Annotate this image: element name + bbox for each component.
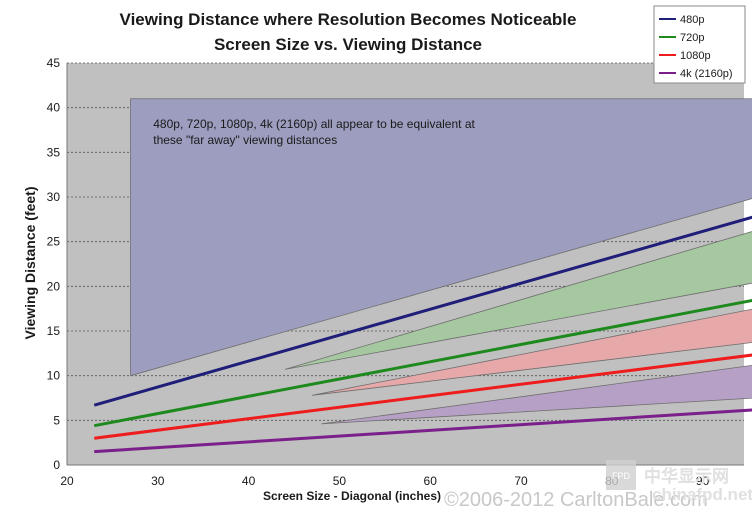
chart-title: Viewing Distance where Resolution Become…: [120, 10, 577, 29]
series-line-0: [93, 215, 752, 407]
y-tick-40: 40: [47, 101, 61, 115]
x-tick-60: 60: [424, 474, 438, 488]
y-axis-label: Viewing Distance (feet): [22, 186, 38, 339]
series-lines: [93, 215, 752, 454]
y-tick-10: 10: [47, 369, 61, 383]
x-axis-label: Screen Size - Diagonal (inches): [263, 489, 441, 503]
x-tick-70: 70: [514, 474, 528, 488]
y-tick-25: 25: [47, 235, 61, 249]
legend-label-1: 720p: [680, 32, 704, 44]
legend-label-3: 4k (2160p): [680, 68, 733, 80]
region-1: [284, 231, 752, 370]
legend-label-0: 480p: [680, 14, 704, 26]
y-tick-15: 15: [47, 324, 61, 338]
legend-label-2: 1080p: [680, 50, 711, 62]
region-3: [321, 364, 752, 425]
watermark-badge: [606, 460, 636, 490]
annotation-0-line-0: 480p, 720p, 1080p, 4k (2160p) all appear…: [153, 117, 475, 131]
y-tick-20: 20: [47, 279, 61, 293]
y-tick-0: 0: [53, 458, 60, 472]
watermark-site-url: chinafpd.net: [652, 485, 752, 504]
y-tick-5: 5: [53, 413, 60, 427]
y-tick-labels: 0 5 10 15 20 25 30 35 40 45: [47, 56, 61, 472]
annotation-0: 480p, 720p, 1080p, 4k (2160p) all appear…: [153, 117, 475, 147]
region-2: [312, 308, 752, 396]
series-line-2: [94, 353, 752, 440]
x-tick-50: 50: [333, 474, 347, 488]
annotations: 480p, 720p, 1080p, 4k (2160p) all appear…: [153, 117, 475, 147]
x-tick-90: 90: [696, 474, 710, 488]
x-tick-40: 40: [242, 474, 256, 488]
series-line-3: [94, 408, 752, 454]
watermark-site-cn: 中华显示网: [644, 466, 729, 486]
y-tick-30: 30: [47, 190, 61, 204]
watermark-badge-text: FPD: [612, 471, 631, 481]
x-tick-30: 30: [151, 474, 165, 488]
legend: 480p 720p 1080p 4k (2160p): [653, 5, 746, 84]
x-tick-20: 20: [60, 474, 74, 488]
y-tick-35: 35: [47, 145, 61, 159]
benefit-regions: [130, 98, 752, 425]
series-line-1: [93, 298, 752, 428]
annotation-0-line-1: these "far away" viewing distances: [153, 133, 337, 147]
y-tick-45: 45: [47, 56, 61, 70]
region-0: [130, 98, 752, 377]
watermark-copyright: ©2006-2012 CarltonBale.com: [444, 489, 708, 511]
chart-subtitle: Screen Size vs. Viewing Distance: [214, 35, 482, 54]
